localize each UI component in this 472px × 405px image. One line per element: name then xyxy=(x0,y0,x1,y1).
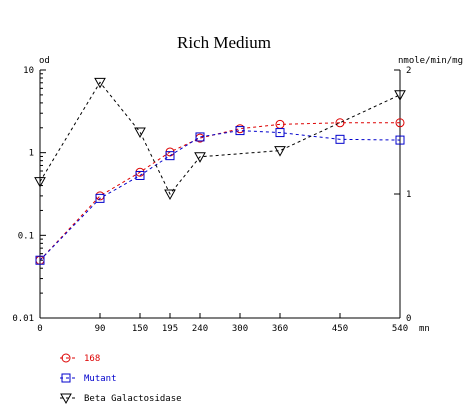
data-point xyxy=(275,128,285,138)
y-right-tick-label: 2 xyxy=(406,66,411,76)
legend: 168 Mutant Beta Galactosidase xyxy=(60,353,182,405)
x-axis-unit-label: mn xyxy=(419,324,430,334)
data-point xyxy=(335,134,345,144)
legend-marker xyxy=(61,353,71,363)
y-left-tick-label: 0.01 xyxy=(12,314,34,324)
data-point xyxy=(134,127,146,139)
series-beta-galactosidase xyxy=(34,77,406,201)
x-tick-label: 150 xyxy=(132,324,148,334)
x-tick-label: 0 xyxy=(37,324,42,334)
data-point xyxy=(235,126,245,136)
data-point xyxy=(395,118,405,128)
x-tick-label: 300 xyxy=(232,324,248,334)
series-line xyxy=(39,81,401,195)
legend-marker xyxy=(60,393,72,405)
series-layer xyxy=(34,77,406,265)
legend-label: 168 xyxy=(84,354,100,364)
x-tick-label: 360 xyxy=(272,324,288,334)
data-point xyxy=(94,77,106,89)
series-line xyxy=(39,130,401,261)
x-tick-label: 450 xyxy=(332,324,348,334)
data-point xyxy=(194,152,206,163)
x-tick-label: 90 xyxy=(95,324,106,334)
y-left-tick-label: 0.1 xyxy=(18,231,34,241)
data-point xyxy=(95,193,105,203)
x-tick-label: 240 xyxy=(192,324,208,334)
y-right-tick-label: 0 xyxy=(406,314,411,324)
y-left-tick-label: 1 xyxy=(29,149,34,159)
data-point xyxy=(394,90,406,101)
data-point xyxy=(164,189,176,201)
data-point xyxy=(34,177,46,188)
data-point xyxy=(165,151,175,161)
data-point xyxy=(135,170,145,180)
data-point xyxy=(195,132,205,142)
legend-label: Mutant xyxy=(84,374,117,384)
series-mutant xyxy=(35,126,405,265)
series-line xyxy=(39,122,400,261)
x-tick-label: 195 xyxy=(162,324,178,334)
y-right-axis-label: nmole/min/mg xyxy=(398,56,463,66)
legend-marker xyxy=(61,373,71,383)
data-point xyxy=(274,146,286,157)
y-left-tick-label: 10 xyxy=(23,66,34,76)
x-tick-label: 540 xyxy=(392,324,408,334)
chart-title: Rich Medium xyxy=(177,33,271,52)
series-168 xyxy=(35,118,405,265)
y-right-tick-label: 1 xyxy=(406,190,411,200)
data-point xyxy=(335,118,345,128)
data-point xyxy=(35,255,45,265)
data-point xyxy=(395,135,405,145)
legend-label: Beta Galactosidase xyxy=(84,394,182,404)
y-left-axis-label: od xyxy=(39,56,50,66)
